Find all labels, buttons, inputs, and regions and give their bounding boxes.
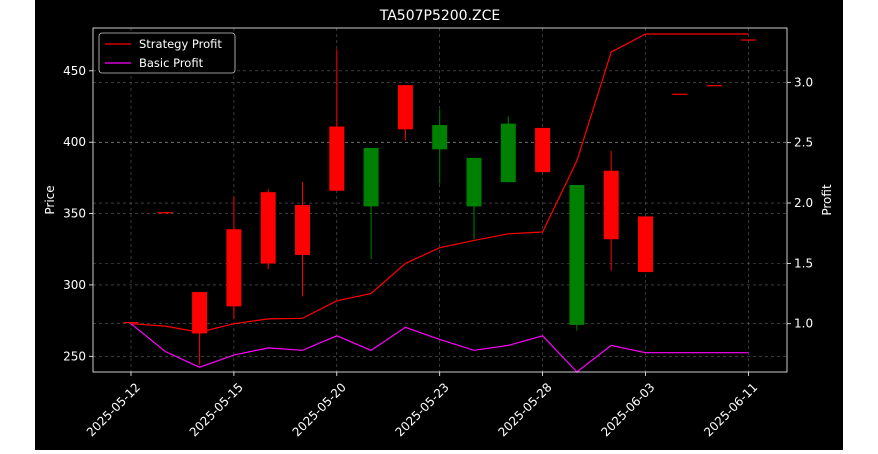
candle (363, 147, 379, 260)
y-tick-label-right: 2.5 (794, 136, 813, 150)
x-tick-label: 2025-05-20 (290, 380, 349, 439)
candle-body (432, 125, 448, 150)
y-tick-label-right: 3.0 (794, 75, 813, 89)
y-tick-label-right: 1.0 (794, 317, 813, 331)
candle-body (569, 185, 585, 325)
candlestick-chart: TA507P5200.ZCE 2025-05-12 2025-05-15 2025-… (43, 8, 834, 440)
candle-body (535, 127, 551, 173)
candle (192, 292, 208, 365)
legend-box (98, 32, 236, 74)
y-tick-label-right: 1.5 (794, 256, 813, 270)
candle-body (226, 229, 242, 307)
legend: Strategy Profit Basic Profit (98, 32, 236, 74)
candle (260, 189, 276, 270)
candle-body (192, 292, 208, 334)
x-tick-label: 2025-05-15 (187, 380, 246, 439)
candle-body (638, 216, 653, 273)
x-tick-label: 2025-05-12 (84, 380, 143, 439)
candle (603, 150, 619, 271)
candle (706, 85, 722, 87)
legend-label-basic: Basic Profit (139, 56, 204, 70)
candle-body (260, 192, 276, 264)
candle (397, 85, 413, 141)
candle (672, 93, 688, 95)
candle (123, 322, 139, 324)
legend-label-strategy: Strategy Profit (139, 37, 222, 51)
candle (740, 39, 756, 41)
candle-body (123, 322, 139, 324)
candle (226, 196, 242, 320)
y-tick-label-right: 2.0 (794, 196, 813, 210)
strategy-profit-line (130, 33, 749, 333)
candle-body (329, 126, 345, 191)
candle (569, 185, 585, 331)
candle-body (740, 39, 756, 41)
candle (466, 157, 482, 240)
x-tick-label: 2025-06-11 (701, 380, 760, 439)
candle-body (672, 93, 688, 95)
candle (157, 212, 173, 214)
candle-body (363, 147, 379, 207)
candle (638, 216, 653, 273)
candle (500, 116, 516, 183)
y-tick-label-left: 450 (63, 64, 86, 78)
y-tick-label-left: 250 (63, 349, 86, 363)
candle (295, 182, 310, 297)
candle (535, 127, 551, 173)
candle-body (295, 204, 310, 255)
candle-body (466, 157, 482, 207)
candle (329, 49, 345, 191)
y-tick-label-left: 400 (63, 135, 86, 149)
x-tick-label: 2025-05-23 (393, 380, 452, 439)
candle-body (397, 85, 413, 130)
candle (432, 109, 448, 184)
y-tick-label-left: 350 (63, 207, 86, 221)
basic-profit-line (130, 323, 749, 373)
x-tick-label: 2025-05-28 (495, 380, 554, 439)
y-tick-label-left: 300 (63, 278, 86, 292)
y-axis-label-right: Profit (820, 184, 834, 216)
candle-body (157, 212, 173, 214)
axis-ticks: 2025-05-12 2025-05-15 2025-05-20 2025-05-23… (63, 64, 813, 440)
grid (93, 28, 787, 372)
candles (123, 39, 756, 365)
profit-lines (130, 33, 749, 373)
chart-title: TA507P5200.ZCE (379, 8, 501, 24)
chart-figure: TA507P5200.ZCE 2025-05-12 2025-05-15 2025-… (35, 0, 843, 450)
y-axis-label-left: Price (43, 185, 57, 214)
candle-body (706, 85, 722, 87)
candle-body (500, 123, 516, 183)
candle-body (603, 170, 619, 240)
x-tick-label: 2025-06-03 (598, 380, 657, 439)
